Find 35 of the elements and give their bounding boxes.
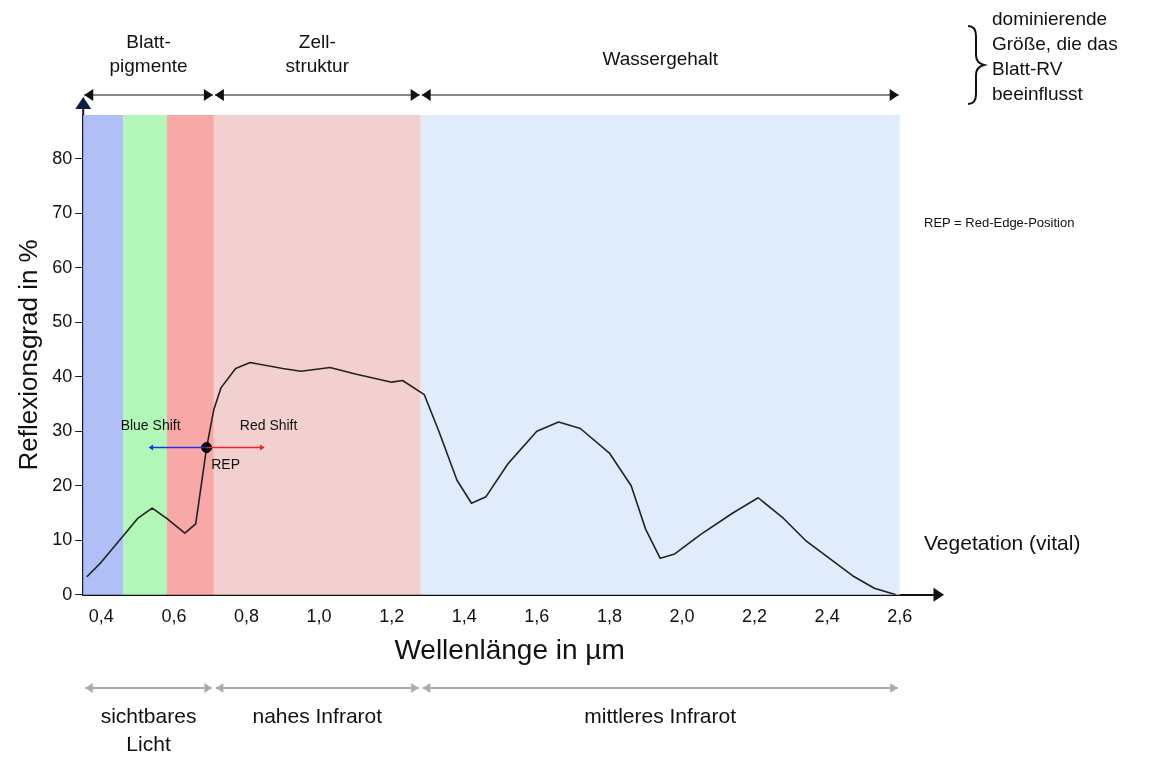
text: sichtbares Licht [100, 704, 197, 755]
x-tick-label: 0,8 [234, 605, 260, 626]
text: nahes Infrarot [252, 704, 383, 727]
x-tick-label: 1,8 [596, 605, 622, 626]
text: Zell-struktur [285, 31, 350, 76]
text: mittleres Infrarot [584, 704, 737, 727]
x-tick-label: 2,2 [742, 605, 768, 626]
annotation: REP = Red-Edge-Position [924, 215, 1075, 230]
y-tick-label: 50 [52, 311, 73, 332]
text: Blatt-pigmente [109, 31, 188, 76]
y-tick-label: 30 [52, 420, 73, 441]
x-tick-label: 1,0 [306, 605, 332, 626]
y-tick-label: 40 [52, 365, 73, 386]
y-tick-label: 0 [62, 583, 73, 604]
text: Vegetation (vital) [924, 530, 1081, 554]
y-tick-label: 10 [52, 529, 73, 550]
x-tick-label: 0,4 [88, 605, 114, 626]
text: Wassergehalt [602, 48, 719, 69]
y-tick-label: 20 [52, 474, 73, 495]
x-tick-label: 0,6 [161, 605, 187, 626]
x-tick-label: 1,4 [451, 605, 477, 626]
y-tick-label: 70 [52, 202, 73, 223]
annotation: Blue Shift [120, 417, 181, 434]
y-tick-label: 60 [52, 256, 73, 277]
annotation: REP [211, 456, 240, 473]
x-tick-label: 2,4 [814, 605, 840, 626]
x-tick-label: 1,2 [379, 605, 405, 626]
y-tick-label: 80 [52, 147, 73, 168]
x-tick-label: 2,0 [669, 605, 695, 626]
x-axis-title: Wellenlänge in µm [394, 633, 625, 665]
text: dominierende Größe, die das Blatt-RV beeinflusst [992, 8, 1118, 104]
y-axis-title: Reflexionsgrad in % [12, 239, 43, 471]
x-tick-label: 1,6 [524, 605, 550, 626]
x-tick-label: 2,6 [887, 605, 913, 626]
annotation: Red Shift [239, 417, 298, 434]
